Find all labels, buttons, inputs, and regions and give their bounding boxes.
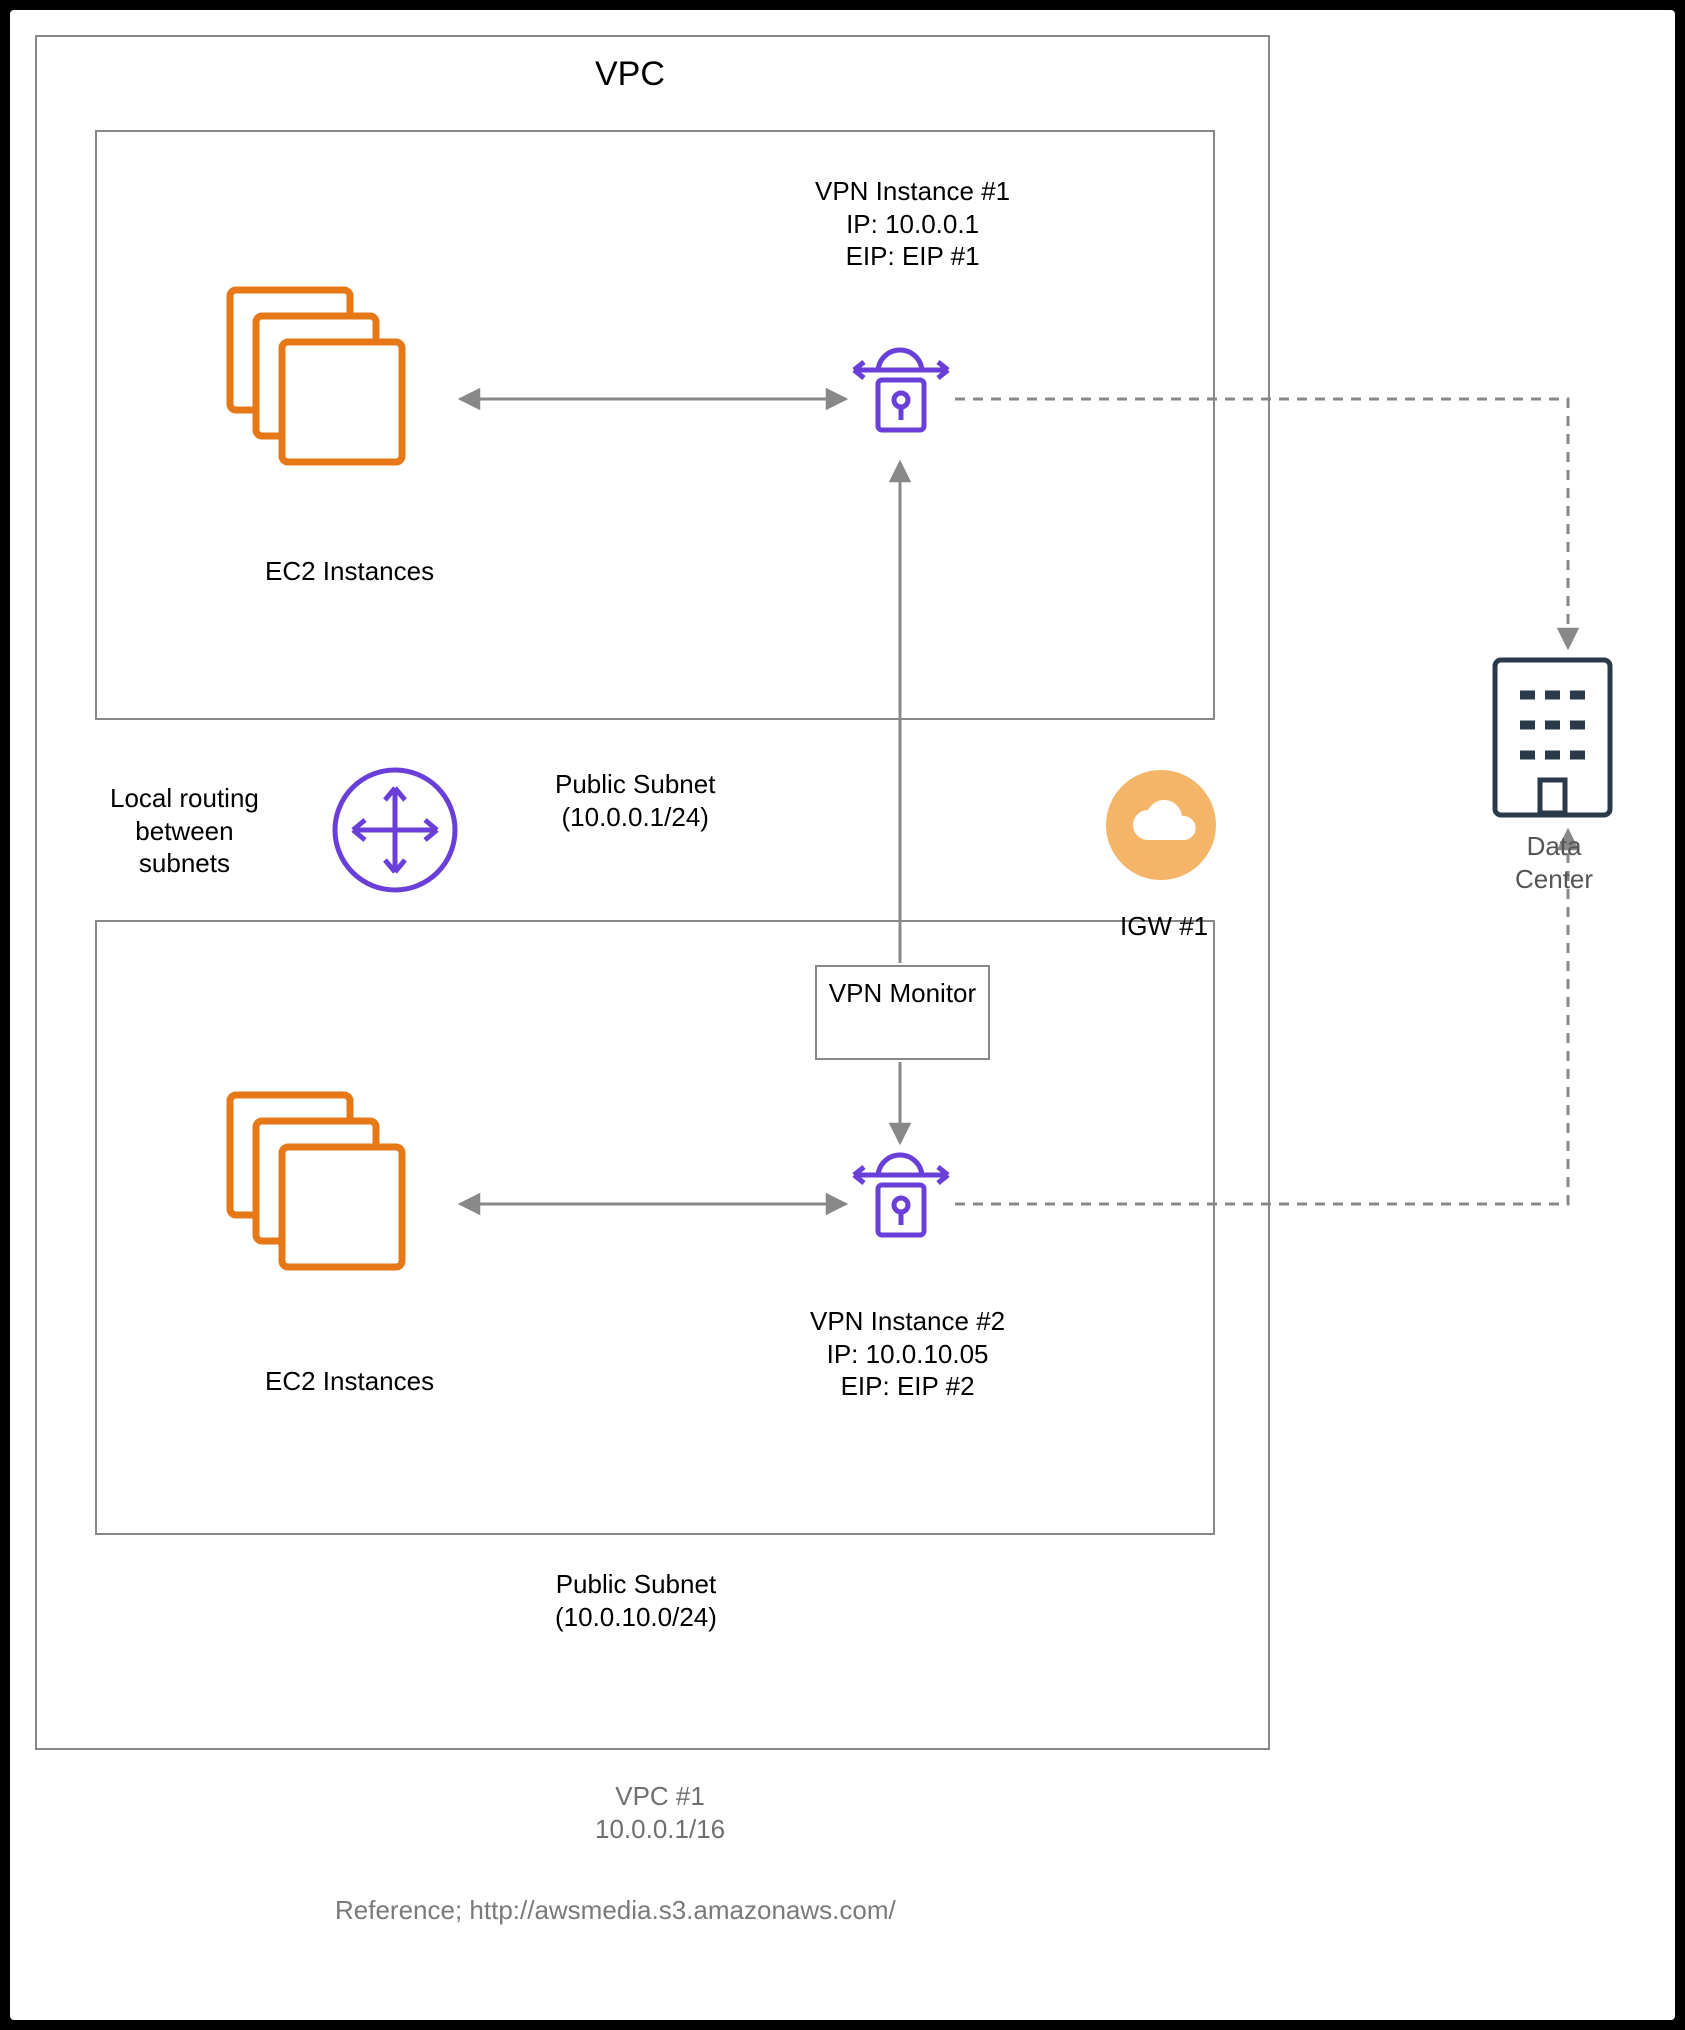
vpn-instance-icon-2 xyxy=(854,1155,948,1235)
router-icon xyxy=(335,770,455,890)
vpn-1-label: VPN Instance #1 IP: 10.0.0.1 EIP: EIP #1 xyxy=(815,175,1010,273)
ec2-instances-icon-2 xyxy=(230,1095,402,1267)
subnet-2-label: Public Subnet (10.0.10.0/24) xyxy=(555,1568,717,1633)
ec2-instances-icon-1 xyxy=(230,290,402,462)
edge-vpn2-dc xyxy=(955,830,1568,1204)
ec2-1-label: EC2 Instances xyxy=(265,555,434,588)
subnet-1-label: Public Subnet (10.0.0.1/24) xyxy=(555,768,715,833)
edge-vpn1-dc xyxy=(955,399,1568,648)
router-label: Local routing between subnets xyxy=(110,782,259,880)
vpc-cidr-label: VPC #1 10.0.0.1/16 xyxy=(595,1780,725,1845)
dc-label: Data Center xyxy=(1515,830,1593,895)
vpn-2-label: VPN Instance #2 IP: 10.0.10.05 EIP: EIP … xyxy=(810,1305,1005,1403)
igw-label: IGW #1 xyxy=(1120,910,1208,943)
vpn-monitor-box: VPN Monitor xyxy=(815,965,990,1060)
reference-text: Reference; http://awsmedia.s3.amazonaws.… xyxy=(335,1895,896,1926)
ec2-2-label: EC2 Instances xyxy=(265,1365,434,1398)
igw-icon xyxy=(1106,770,1216,880)
vpn-instance-icon-1 xyxy=(854,350,948,430)
data-center-icon xyxy=(1495,660,1610,815)
